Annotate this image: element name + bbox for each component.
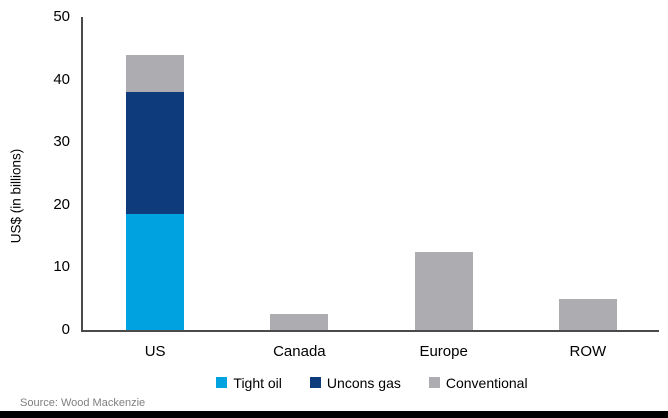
source-note: Source: Wood Mackenzie bbox=[20, 397, 146, 409]
legend-label-tight-oil: Tight oil bbox=[233, 374, 282, 391]
y-tick-30: 30 bbox=[53, 133, 70, 151]
category-label-row: ROW bbox=[569, 343, 607, 360]
legend-swatch-tight-oil bbox=[216, 377, 228, 388]
legend-label-conventional: Conventional bbox=[445, 374, 528, 391]
bar-us-tight-oil bbox=[126, 214, 185, 330]
y-tick-10: 10 bbox=[53, 258, 70, 276]
y-tick-50: 50 bbox=[53, 8, 70, 25]
legend: Tight oil Uncons gas Conventional bbox=[83, 374, 661, 391]
bar-us-conventional bbox=[126, 54, 185, 93]
category-label-europe: Europe bbox=[419, 343, 468, 360]
legend-swatch-conventional bbox=[428, 377, 440, 388]
category-label-us: US bbox=[144, 343, 166, 360]
legend-item-conventional: Conventional bbox=[428, 374, 528, 391]
bar-us-uncons-gas bbox=[126, 92, 185, 215]
footer-bar bbox=[0, 411, 668, 418]
bar-europe-conventional bbox=[414, 251, 473, 330]
y-axis-title: US$ (in billions) bbox=[8, 148, 24, 244]
y-tick-40: 40 bbox=[53, 70, 70, 88]
category-label-canada: Canada bbox=[273, 343, 326, 360]
legend-item-tight-oil: Tight oil bbox=[216, 375, 282, 391]
y-tick-0: 0 bbox=[61, 321, 70, 338]
bar-row-conventional bbox=[558, 298, 617, 330]
legend-item-uncons-gas: Uncons gas bbox=[309, 374, 401, 391]
bar-canada-conventional bbox=[270, 314, 329, 330]
y-tick-20: 20 bbox=[53, 195, 70, 213]
y-axis-line bbox=[81, 17, 83, 332]
legend-swatch-uncons-gas bbox=[309, 377, 321, 388]
x-axis-line bbox=[81, 330, 659, 332]
legend-label-uncons-gas: Uncons gas bbox=[326, 374, 401, 391]
